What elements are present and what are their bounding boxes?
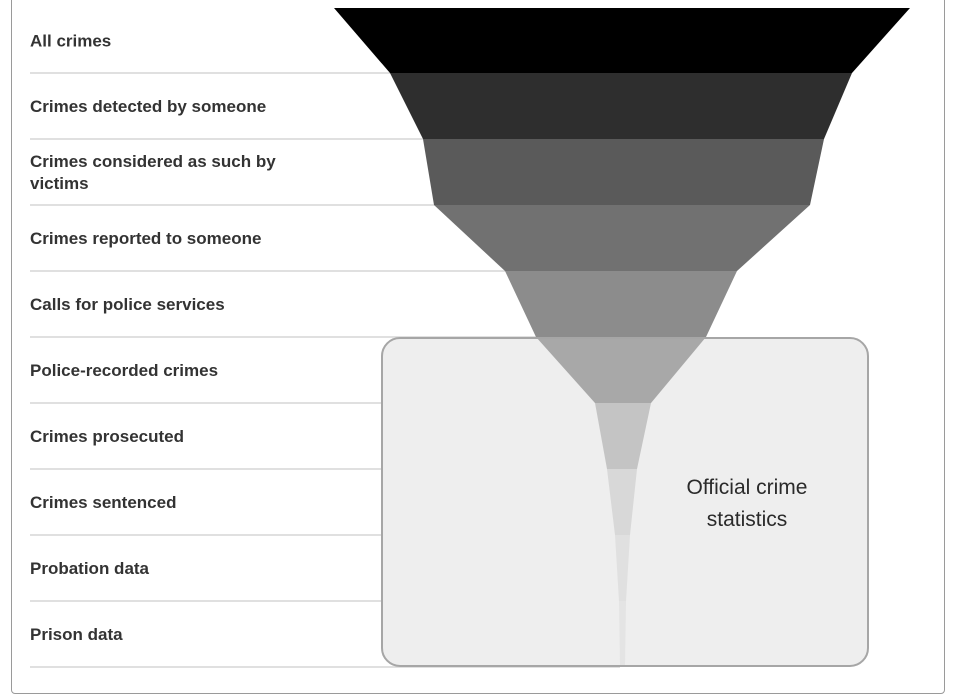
stage-label: All crimes: [30, 32, 111, 51]
funnel: [334, 8, 910, 667]
stage-label-line: Crimes prosecuted: [30, 427, 184, 446]
stage-label-line: Calls for police services: [30, 295, 225, 314]
stage-label-line: Crimes reported to someone: [30, 229, 261, 248]
official-statistics-label: Official crime statistics: [687, 476, 808, 531]
stage-label: Crimes considered as such by victims: [30, 152, 276, 193]
official-statistics-label-line: Official crime: [687, 476, 808, 499]
stage-label-line: Probation data: [30, 559, 150, 578]
official-box-text: Official crime statistics: [687, 476, 808, 531]
stage-label-line: Crimes considered as such by: [30, 152, 276, 171]
funnel-segment: [390, 73, 852, 139]
stage-label-line: Police-recorded crimes: [30, 361, 218, 380]
funnel-segment: [423, 139, 824, 205]
funnel-segment: [505, 271, 737, 337]
funnel-segment: [334, 8, 910, 73]
stage-label: Prison data: [30, 625, 123, 644]
official-box-border-group: [381, 337, 869, 667]
stage-label-line: victims: [30, 174, 89, 193]
funnel-segment: [536, 337, 706, 403]
stage-label-line: All crimes: [30, 32, 111, 51]
stage-label: Probation data: [30, 559, 150, 578]
stage-label: Crimes reported to someone: [30, 229, 261, 248]
official-statistics-box-border: [381, 337, 869, 667]
funnel-segment: [434, 205, 810, 271]
stage-label: Calls for police services: [30, 295, 225, 314]
official-statistics-label-line: statistics: [707, 508, 788, 531]
stage-label: Police-recorded crimes: [30, 361, 218, 380]
stage-label-line: Crimes sentenced: [30, 493, 176, 512]
funnel-segment: [619, 601, 626, 667]
funnel-segment: [615, 535, 630, 601]
stage-label: Crimes detected by someone: [30, 97, 266, 116]
stage-label: Crimes sentenced: [30, 493, 176, 512]
funnel-segment: [607, 469, 637, 535]
stage-label-line: Prison data: [30, 625, 123, 644]
funnel-segment: [595, 403, 651, 469]
stage-labels: All crimes Crimes detected by someone Crim…: [30, 32, 276, 645]
stage-label: Crimes prosecuted: [30, 427, 184, 446]
stage-label-line: Crimes detected by someone: [30, 97, 266, 116]
